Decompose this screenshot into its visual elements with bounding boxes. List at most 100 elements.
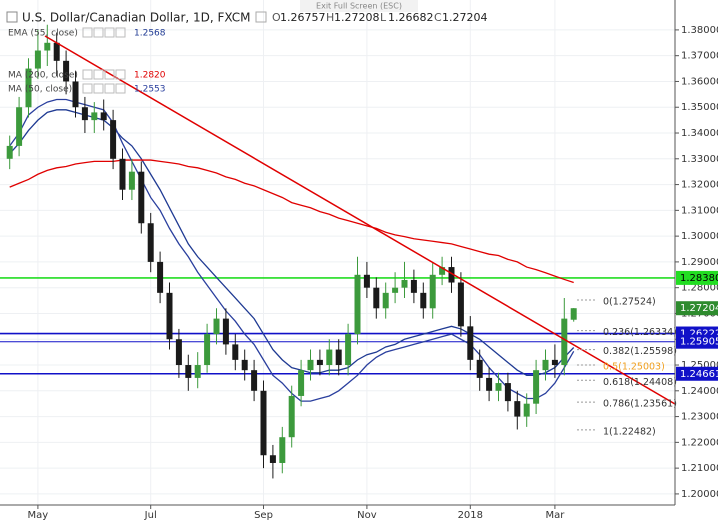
candle-body bbox=[260, 390, 267, 456]
candle-body bbox=[298, 370, 305, 396]
x-tick-label: Jul bbox=[144, 510, 157, 521]
candle-body bbox=[110, 120, 117, 159]
candle-body bbox=[561, 318, 568, 366]
candle-body bbox=[25, 68, 32, 108]
collapse-icon[interactable] bbox=[6, 11, 18, 23]
ohlc-value: 1.27208 bbox=[334, 11, 380, 24]
y-tick-label: 1.36000 bbox=[681, 76, 718, 87]
legend-icon bbox=[82, 83, 93, 94]
candle-body bbox=[542, 359, 549, 371]
candle-body bbox=[232, 344, 239, 360]
y-tick-label: 1.20000 bbox=[681, 489, 718, 500]
candle-body bbox=[373, 287, 380, 309]
legend-icon bbox=[115, 27, 126, 38]
y-tick-label: 1.34000 bbox=[681, 128, 718, 139]
ohlc-value: 1.26682 bbox=[388, 11, 434, 24]
candle-body bbox=[476, 359, 483, 378]
y-tick-label: 1.28000 bbox=[681, 283, 718, 294]
candle-body bbox=[241, 359, 248, 371]
candle-body bbox=[504, 383, 511, 402]
candle-body bbox=[316, 359, 323, 366]
candle-body bbox=[551, 359, 558, 366]
legend-value: 1.2568 bbox=[134, 29, 166, 39]
fib-label: 0(1.27524) bbox=[603, 296, 656, 307]
legend-icon bbox=[82, 69, 93, 80]
candle-body bbox=[486, 377, 493, 391]
candle-body bbox=[72, 81, 79, 108]
legend-value: 1.2553 bbox=[134, 85, 166, 95]
candle-body bbox=[147, 223, 154, 262]
candle-body bbox=[533, 370, 540, 404]
legend-icon bbox=[93, 27, 104, 38]
price-label: 1.27204 bbox=[680, 303, 718, 314]
legend: EMA (55, close) 1.2568 MA (200, close) 1.28… bbox=[8, 27, 166, 95]
candle-body bbox=[157, 261, 164, 293]
candle-body bbox=[345, 334, 352, 366]
price-box bbox=[676, 301, 718, 316]
x-tick-label: Mar bbox=[545, 510, 565, 521]
ohlc-value: 1.26757 bbox=[280, 11, 326, 24]
candle-body bbox=[119, 158, 126, 190]
y-tick-label: 1.38000 bbox=[681, 25, 718, 36]
candle-body bbox=[53, 42, 60, 61]
y-tick-label: 1.31000 bbox=[681, 205, 718, 216]
legend-icon bbox=[93, 69, 104, 80]
candle-body bbox=[410, 279, 417, 293]
candle-body bbox=[354, 274, 361, 335]
candle-body bbox=[288, 395, 295, 438]
candle-body bbox=[44, 42, 51, 51]
level-label: 1.25905 bbox=[680, 337, 718, 348]
candle-body bbox=[185, 365, 192, 378]
legend-icon bbox=[104, 69, 115, 80]
ma-line bbox=[9, 159, 574, 284]
legend-icon bbox=[115, 69, 126, 80]
legend-icon bbox=[93, 83, 104, 94]
fib-label: 0.786(1.23561) bbox=[603, 399, 677, 410]
fib-label: 0.5(1.25003) bbox=[603, 361, 665, 372]
fib-label: 0.618(1.24408) bbox=[603, 377, 677, 388]
trend-line bbox=[44, 35, 676, 405]
candle-body bbox=[363, 274, 370, 288]
ohlc-key: H bbox=[326, 11, 334, 24]
candle-body bbox=[326, 349, 333, 366]
ohlc-header: O 1.26757 H 1.27208 L 1.26682 C 1.27204 bbox=[272, 11, 488, 24]
candle-body bbox=[16, 107, 23, 146]
candle-body bbox=[6, 145, 13, 159]
banner[interactable]: Exit Full Screen (ESC) bbox=[316, 2, 402, 11]
legend-icon bbox=[104, 83, 115, 94]
ohlc-key: L bbox=[380, 11, 387, 24]
legend-name: MA (50, close) bbox=[8, 85, 72, 95]
candle-body bbox=[204, 334, 211, 366]
x-tick-label: 2018 bbox=[458, 510, 483, 521]
level-box bbox=[676, 366, 718, 381]
candle-body bbox=[467, 326, 474, 360]
candle-body bbox=[523, 403, 530, 417]
candle-body bbox=[91, 112, 98, 121]
y-tick-label: 1.30000 bbox=[681, 231, 718, 242]
plot bbox=[0, 24, 675, 479]
y-tick-label: 1.21000 bbox=[681, 463, 718, 474]
candle-body bbox=[495, 383, 502, 391]
candle-body bbox=[34, 50, 41, 69]
fib-label: 0.236(1.26334) bbox=[603, 327, 677, 338]
candle-body bbox=[222, 318, 229, 345]
legend-name: EMA (55, close) bbox=[8, 29, 78, 39]
candle-body bbox=[439, 267, 446, 275]
ohlc-key: C bbox=[434, 11, 442, 24]
candle-body bbox=[420, 292, 427, 309]
candle-body bbox=[401, 279, 408, 288]
overlay: 0(1.27524) 0.236(1.26334) 0.382(1.25598) 0.… bbox=[577, 296, 677, 437]
eye-icon[interactable] bbox=[255, 11, 267, 23]
y-tick-label: 1.22000 bbox=[681, 437, 718, 448]
y-tick-label: 1.35000 bbox=[681, 102, 718, 113]
level-label: 1.24661 bbox=[680, 369, 718, 380]
candle-body bbox=[392, 287, 399, 293]
ohlc-value: 1.27204 bbox=[442, 11, 488, 24]
x-tick-label: Sep bbox=[254, 510, 273, 521]
candle-body bbox=[448, 267, 455, 283]
fib-label: 0.382(1.25598) bbox=[603, 346, 677, 357]
x-tick-label: May bbox=[28, 510, 49, 521]
level-box bbox=[676, 270, 718, 285]
banner-bg bbox=[300, 0, 418, 12]
y-tick-label: 1.24000 bbox=[681, 386, 718, 397]
